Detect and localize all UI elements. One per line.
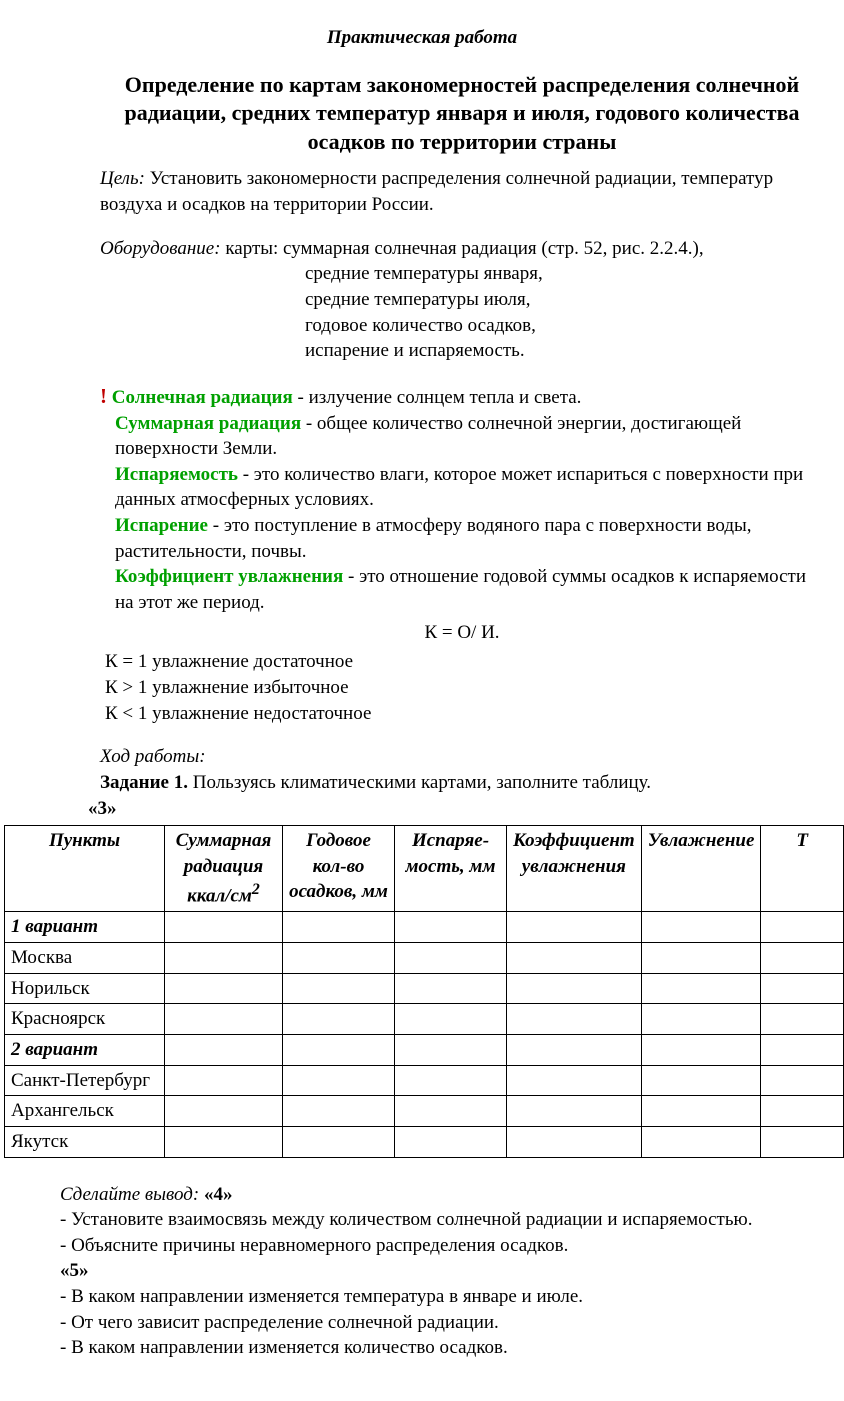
table-row: Красноярск xyxy=(5,1004,844,1035)
table-header-row: Пункты Суммарная радиация ккал/см2 Годов… xyxy=(5,826,844,912)
term-solar: Солнечная радиация xyxy=(112,387,293,408)
term-total: Суммарная радиация xyxy=(115,413,301,434)
col-points: Пункты xyxy=(5,826,165,912)
document-type: Практическая работа xyxy=(0,25,844,51)
goal-text: Установить закономерности распределения … xyxy=(100,168,773,215)
goal-block: Цель: Установить закономерности распреде… xyxy=(100,166,824,217)
data-table-wrap: Пункты Суммарная радиация ккал/см2 Годов… xyxy=(4,825,844,1157)
col-t: Т xyxy=(761,826,844,912)
city-norilsk: Норильск xyxy=(5,973,165,1004)
k-item: К < 1 увлажнение недостаточное xyxy=(105,701,824,727)
task1-label: Задание 1. xyxy=(100,772,188,793)
equipment-item: средние температуры июля, xyxy=(305,287,824,313)
city-yakutsk: Якутск xyxy=(5,1126,165,1157)
col-coef: Коэффициент увлажнения xyxy=(507,826,642,912)
term-solar-def: - излучение солнцем тепла и света. xyxy=(293,387,582,408)
grade-5: «5» xyxy=(60,1258,824,1284)
conclusion-item: От чего зависит распределение солнечной … xyxy=(60,1310,824,1336)
equipment-lead: карты: суммарная солнечная радиация (стр… xyxy=(225,238,703,259)
definitions-block: ! Солнечная радиация - излучение солнцем… xyxy=(100,382,824,616)
col-precip: Годовое кол-во осадков, мм xyxy=(283,826,395,912)
equipment-label: Оборудование: xyxy=(100,238,221,259)
task1-text: Пользуясь климатическими картами, заполн… xyxy=(188,772,651,793)
conclusion-block: Сделайте вывод: «4» Установите взаимосвя… xyxy=(0,1182,844,1361)
term-evaporability: Испаряемость xyxy=(115,464,238,485)
col-moist: Увлажнение xyxy=(641,826,761,912)
table-row: 2 вариант xyxy=(5,1034,844,1065)
grade-3: «3» xyxy=(88,796,824,822)
term-evaporation: Испарение xyxy=(115,515,208,536)
table-row: 1 вариант xyxy=(5,912,844,943)
conclusion-item: Объясните причины неравномерного распред… xyxy=(60,1233,824,1259)
main-title: Определение по картам закономерностей ра… xyxy=(100,71,824,157)
term-coefficient: Коэффициент увлажнения xyxy=(115,566,343,587)
table-row: Санкт-Петербург xyxy=(5,1065,844,1096)
variant-1-label: 1 вариант xyxy=(5,912,165,943)
table-row: Якутск xyxy=(5,1126,844,1157)
equipment-block: Оборудование: карты: суммарная солнечная… xyxy=(100,236,824,364)
term-evaporation-def: - это поступление в атмосферу водяного п… xyxy=(115,515,752,562)
conclusion-label: Сделайте вывод: xyxy=(60,1184,199,1205)
equipment-item: средние температуры января, xyxy=(305,261,824,287)
conclusion-item: В каком направлении изменяется количеств… xyxy=(60,1335,824,1361)
city-moscow: Москва xyxy=(5,943,165,974)
grade-4: «4» xyxy=(204,1184,233,1205)
table-row: Москва xyxy=(5,943,844,974)
k-item: К > 1 увлажнение избыточное xyxy=(105,675,824,701)
formula: К = О/ И. xyxy=(100,620,824,646)
col-evap: Испаряе-мость, мм xyxy=(395,826,507,912)
equipment-item: годовое количество осадков, xyxy=(305,313,824,339)
conclusion-item: В каком направлении изменяется температу… xyxy=(60,1284,824,1310)
city-spb: Санкт-Петербург xyxy=(5,1065,165,1096)
exclamation-icon: ! xyxy=(100,384,107,408)
col-radiation: Суммарная радиация ккал/см2 xyxy=(165,826,283,912)
conclusion-item: Установите взаимосвязь между количеством… xyxy=(60,1207,824,1233)
city-krasnoyarsk: Красноярск xyxy=(5,1004,165,1035)
table-row: Норильск xyxy=(5,973,844,1004)
work-label: Ход работы: xyxy=(100,744,824,770)
variant-2-label: 2 вариант xyxy=(5,1034,165,1065)
k-conditions: К = 1 увлажнение достаточное К > 1 увлаж… xyxy=(100,649,824,726)
table-row: Архангельск xyxy=(5,1096,844,1127)
goal-label: Цель: xyxy=(100,168,145,189)
city-arkhangelsk: Архангельск xyxy=(5,1096,165,1127)
climate-table: Пункты Суммарная радиация ккал/см2 Годов… xyxy=(4,825,844,1157)
k-item: К = 1 увлажнение достаточное xyxy=(105,649,824,675)
equipment-item: испарение и испаряемость. xyxy=(305,338,824,364)
